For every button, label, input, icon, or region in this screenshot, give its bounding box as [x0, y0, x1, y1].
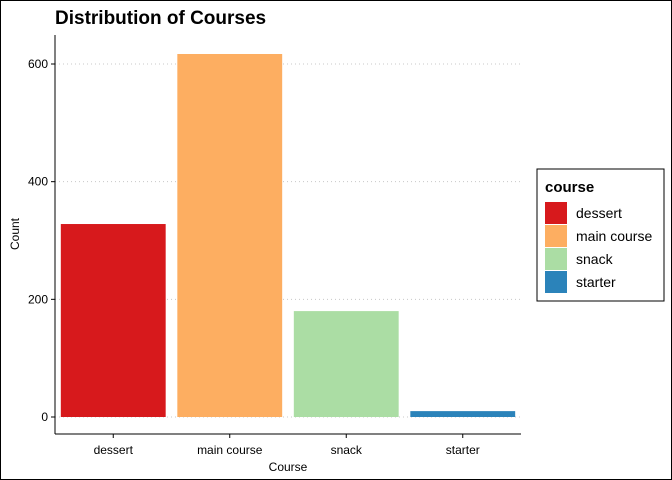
y-axis-label: Count [8, 217, 22, 250]
x-tick-label: starter [446, 443, 480, 457]
legend-label: main course [576, 228, 652, 244]
bar-snack [293, 311, 399, 417]
y-tick-label: 0 [41, 410, 48, 424]
legend-swatch [545, 202, 567, 224]
legend-title: course [545, 179, 594, 196]
bars [60, 53, 516, 418]
bar-main-course [177, 53, 283, 418]
legend-swatch [545, 248, 567, 270]
x-tick-label: main course [197, 443, 263, 457]
legend: course dessert main course snack starter [536, 168, 665, 302]
x-tick-label: dessert [94, 443, 134, 457]
x-axis-label: Course [269, 460, 308, 474]
legend-items: dessert main course snack starter [545, 202, 652, 293]
legend-swatch [545, 271, 567, 293]
y-ticks: 0 200 400 600 [28, 57, 55, 424]
chart-title: Distribution of Courses [55, 8, 266, 29]
legend-swatch [545, 225, 567, 247]
y-tick-label: 200 [28, 292, 48, 306]
legend-label: dessert [576, 205, 622, 221]
legend-label: starter [576, 274, 616, 290]
legend-label: snack [576, 251, 614, 267]
bar-starter [410, 411, 516, 417]
x-ticks: dessert main course snack starter [94, 434, 480, 457]
bar-dessert [60, 224, 166, 417]
y-tick-label: 400 [28, 175, 48, 189]
y-tick-label: 600 [28, 57, 48, 71]
x-tick-label: snack [331, 443, 363, 457]
